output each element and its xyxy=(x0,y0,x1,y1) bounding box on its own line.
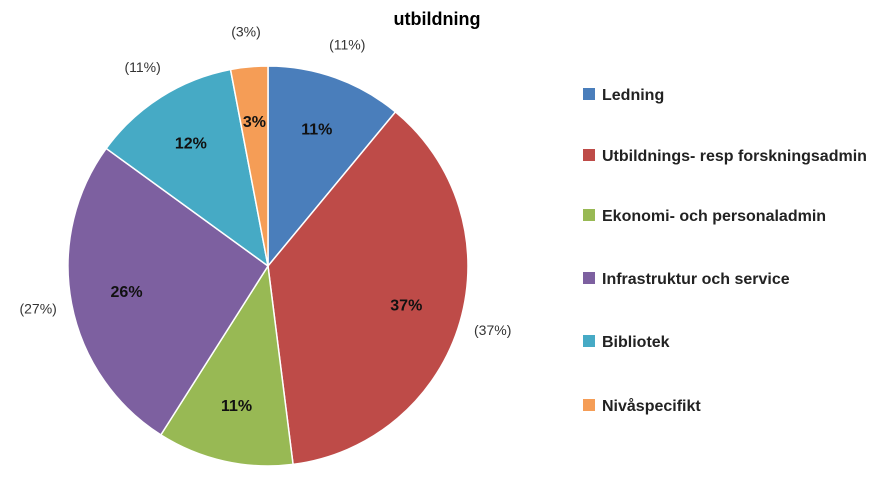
annotation: (11%) xyxy=(124,59,160,75)
annotation: (11%) xyxy=(329,37,365,53)
legend-swatch xyxy=(583,209,595,221)
legend-swatch xyxy=(583,335,595,347)
legend-label: Nivåspecifikt xyxy=(602,398,701,415)
data-label: 12% xyxy=(175,136,207,153)
legend-swatch xyxy=(583,149,595,161)
chart-title: utbildning xyxy=(394,9,481,29)
data-label: 11% xyxy=(301,122,332,139)
legend-label: Infrastruktur och service xyxy=(602,271,790,288)
legend-item: Utbildnings- resp forskningsadmin xyxy=(583,145,868,169)
legend-item: Bibliotek xyxy=(583,331,868,355)
pie-slice xyxy=(229,65,269,267)
legend-item: Ledning xyxy=(583,84,868,108)
data-label: 11% xyxy=(221,398,252,415)
pie-slice xyxy=(67,147,270,436)
legend-item: Nivåspecifikt xyxy=(583,395,868,419)
pie-slice xyxy=(267,110,469,466)
legend-swatch xyxy=(583,272,595,284)
data-label: 37% xyxy=(390,297,422,314)
data-label: 3% xyxy=(243,114,266,131)
pie-slice xyxy=(159,263,294,467)
legend-swatch xyxy=(583,88,595,100)
legend-item: Infrastruktur och service xyxy=(583,268,868,292)
legend-item: Ekonomi- och personaladmin xyxy=(583,205,868,229)
pie-slice xyxy=(267,65,397,269)
legend-label: Bibliotek xyxy=(602,334,670,351)
annotation: (37%) xyxy=(474,322,511,338)
legend-label: Utbildnings- resp forskningsadmin xyxy=(602,148,867,165)
data-label: 26% xyxy=(111,284,143,301)
legend-label: Ekonomi- och personaladmin xyxy=(602,208,827,225)
pie-slice xyxy=(105,68,270,268)
annotation: (3%) xyxy=(231,24,261,40)
annotation: (27%) xyxy=(19,301,56,317)
legend-label: Ledning xyxy=(602,87,665,104)
legend-swatch xyxy=(583,399,595,411)
